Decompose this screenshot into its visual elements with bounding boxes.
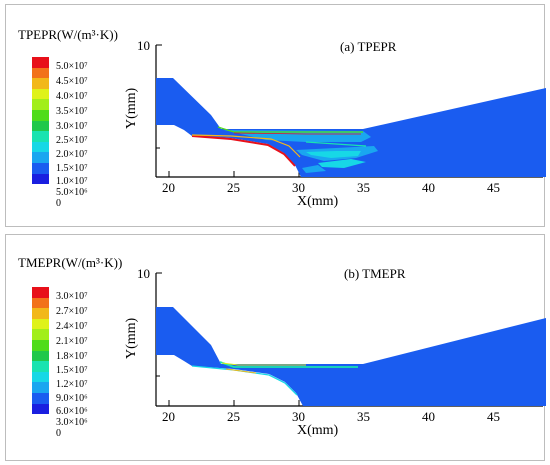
colorbar-label: 2.5×10⁷ xyxy=(56,135,88,146)
x-tick-label: 35 xyxy=(357,409,370,424)
colorbar-label: 0 xyxy=(56,198,61,209)
colorbar-swatch xyxy=(32,382,49,393)
domain-field xyxy=(156,307,546,406)
colorbar-swatch xyxy=(32,110,49,121)
x-axis-label: X(mm) xyxy=(297,194,339,209)
colorbar-swatch xyxy=(32,371,49,383)
colorbar-swatch xyxy=(32,131,49,142)
x-tick-label: 40 xyxy=(422,180,435,195)
colorbar-swatch xyxy=(32,88,49,100)
colorbar-label: 2.1×10⁷ xyxy=(56,336,88,347)
colorbar-swatch xyxy=(32,141,49,153)
x-tick-label: 40 xyxy=(422,409,435,424)
y-tick-label: 10 xyxy=(137,266,150,281)
colorbar-swatch xyxy=(32,308,49,319)
colorbar-label: 4.5×10⁷ xyxy=(56,76,88,87)
colorbar-label: 9.0×10⁶ xyxy=(56,393,88,404)
shear-layer-upper-red xyxy=(233,132,361,135)
shear-layer-wake xyxy=(305,141,367,147)
x-tick-label: 25 xyxy=(227,180,240,195)
colorbar-swatch xyxy=(32,318,49,330)
colorbar-label: 3.0×10⁶ xyxy=(56,417,88,428)
colorbar-swatch xyxy=(32,57,49,68)
shear-layer-mid xyxy=(191,134,301,158)
shear-layer-lower-peak xyxy=(225,368,257,374)
colorbar-swatch xyxy=(32,99,49,110)
colorbar-label: 3.0×10⁷ xyxy=(56,121,88,132)
x-tick-label: 20 xyxy=(162,409,175,424)
y-tick-label: 10 xyxy=(137,38,150,53)
x-tick-label: 25 xyxy=(227,409,240,424)
colorbar-swatch xyxy=(32,393,49,404)
shear-layer-high xyxy=(191,135,296,167)
colorbar-swatch xyxy=(32,67,49,79)
x-tick-label: 30 xyxy=(292,180,305,195)
y-axis-label: Y(mm) xyxy=(124,87,139,129)
colorbar-swatch xyxy=(32,329,49,340)
colorbar-swatch xyxy=(32,173,49,185)
contour-region xyxy=(318,159,366,168)
colorbar-label: 3.5×10⁷ xyxy=(56,106,88,117)
colorbar-label: 1.0×10⁷ xyxy=(56,176,88,187)
colorbar-swatch xyxy=(32,297,49,309)
colorbar-label: 1.5×10⁷ xyxy=(56,163,88,174)
contour-region xyxy=(302,165,326,173)
shear-layer-upper xyxy=(217,126,363,133)
colorbar-label: 2.7×10⁷ xyxy=(56,306,88,317)
domain-field xyxy=(156,78,546,177)
colorbar-label: 1.2×10⁷ xyxy=(56,379,88,390)
contour-region xyxy=(306,151,361,158)
plot-title: (a) TPEPR xyxy=(340,39,397,54)
colorbar-label: 6.0×10⁶ xyxy=(56,406,88,417)
colorbar-swatch xyxy=(32,152,49,163)
panel-tmepr: TMEPR(W/(m³·K)) 3.0×10⁷ 2.7×10⁷ 2.4×10⁷ … xyxy=(5,234,546,461)
colorbar-label: 3.0×10⁷ xyxy=(56,291,88,302)
colorbar-label: 0 xyxy=(56,428,61,439)
colorbar-label: 5.0×10⁶ xyxy=(56,187,88,198)
plot-title: (b) TMEPR xyxy=(344,266,406,281)
colorbar-label: 2.4×10⁷ xyxy=(56,321,88,332)
colorbar-swatch xyxy=(32,403,49,415)
colorbar-swatch xyxy=(32,287,49,298)
y-axis-label: Y(mm) xyxy=(124,317,139,359)
x-tick-label: 45 xyxy=(487,409,500,424)
shear-layer-upper-peak xyxy=(221,362,306,366)
x-tick-label: 30 xyxy=(292,409,305,424)
legend-title: TPEPR(W/(m³·K)) xyxy=(18,27,118,42)
colorbar-label: 1.5×10⁷ xyxy=(56,365,88,376)
colorbar-swatch xyxy=(32,120,49,132)
contour-plot xyxy=(155,44,546,178)
colorbar-swatch xyxy=(32,340,49,351)
x-tick-label: 45 xyxy=(487,180,500,195)
colorbar-label: 4.0×10⁷ xyxy=(56,91,88,102)
colorbar-label: 2.0×10⁷ xyxy=(56,149,88,160)
panel-tpepr: TPEPR(W/(m³·K)) 5.0×10⁷ 4.5×10⁷ 4.0×10⁷ … xyxy=(5,4,546,227)
colorbar-swatch xyxy=(32,163,49,174)
x-tick-label: 20 xyxy=(162,180,175,195)
shear-layer-lower xyxy=(191,365,298,396)
contour-plot xyxy=(155,272,546,407)
colorbar-swatch xyxy=(32,350,49,362)
colorbar-label: 1.8×10⁷ xyxy=(56,351,88,362)
shear-layer-upper xyxy=(219,361,358,368)
colorbar-label: 5.0×10⁷ xyxy=(56,61,88,72)
colorbar-swatch xyxy=(32,361,49,372)
colorbar-swatch xyxy=(32,78,49,89)
x-axis-label: X(mm) xyxy=(297,423,339,438)
legend-title: TMEPR(W/(m³·K)) xyxy=(18,255,123,270)
x-tick-label: 35 xyxy=(357,180,370,195)
